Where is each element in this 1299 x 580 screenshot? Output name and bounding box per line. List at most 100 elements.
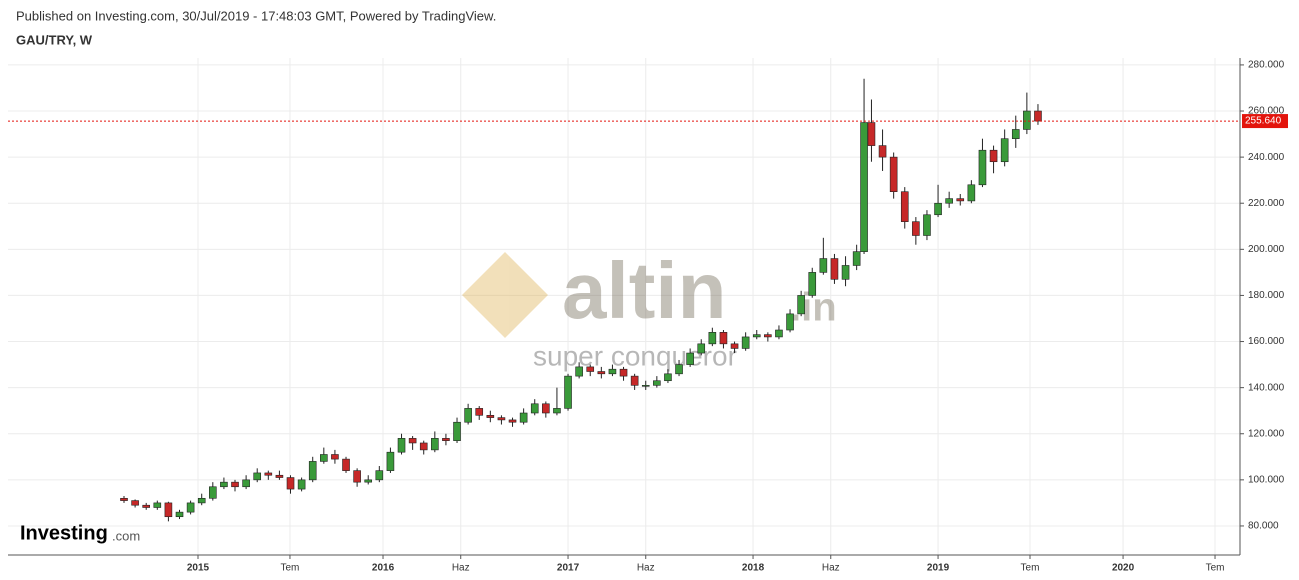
candle-body [1023,110,1031,130]
candle-body [675,364,683,375]
candle-body [342,458,350,471]
candle-body [320,454,328,462]
candle-body [708,332,717,345]
candle-body [131,500,139,506]
candle-body [231,481,239,488]
candle-body [786,313,794,331]
candle-body [164,502,173,518]
candle-body [878,145,887,158]
candle-body [575,366,583,377]
candle-body [220,481,228,488]
candle-body [486,415,495,418]
candle-body [860,122,868,252]
candle-body [497,417,506,421]
watermark-icon [462,252,548,338]
candle-body [1011,129,1020,139]
x-tick-label: 2017 [557,563,580,574]
candle-body [752,334,761,338]
y-tick-label: 120.000 [1248,428,1285,439]
x-tick-label: Tem [281,563,300,574]
candle-body [989,149,998,163]
investing-logo-suffix: .com [112,528,140,543]
candle-body [808,272,817,296]
candle-body [852,251,861,266]
published-line: Published on Investing.com, 30/Jul/2019 … [16,8,496,23]
candle-body [564,375,572,409]
candle-body [956,198,965,202]
x-tick-label: 2016 [372,563,395,574]
candle-body [197,497,206,504]
candle-body [923,214,931,236]
candle-body [464,408,472,423]
candle-body [275,474,284,478]
candle-body [153,502,162,508]
candle-body [819,258,828,273]
y-tick-label: 100.000 [1248,474,1285,485]
candle-body [797,295,805,315]
candle-body [900,191,909,222]
y-tick-label: 280.000 [1248,60,1285,71]
candle-body [442,438,450,441]
candle-body [542,403,550,414]
candle-body [375,470,384,481]
candle-body [120,497,128,501]
candle-body [775,329,783,338]
y-tick-label: 240.000 [1248,152,1285,163]
candle-body [1034,110,1042,122]
candle-body [553,408,561,414]
candle-body [308,461,317,481]
candle-body [264,472,273,476]
y-tick-label: 200.000 [1248,244,1285,255]
candle-body [353,470,361,483]
candle-body [209,486,217,499]
candle-body [297,479,306,490]
candle-body [967,184,976,202]
watermark-brand: altin [562,246,726,335]
x-tick-label: Haz [822,563,840,574]
x-tick-label: 2019 [927,563,950,574]
candle-body [841,265,850,280]
last-price-box [1242,114,1288,129]
candle-body [286,477,295,490]
candle-body [719,332,728,345]
candle-body [431,438,439,451]
candle-body [397,438,406,453]
candle-body [586,366,595,372]
symbol: GAU/TRY, W [16,32,93,47]
candle-body [697,343,706,354]
y-tick-label: 80.000 [1248,521,1279,532]
candle-body [641,385,650,387]
candle-body [945,198,953,204]
candle-body [630,375,639,386]
x-tick-label: Tem [1021,563,1040,574]
x-tick-label: 2020 [1112,563,1135,574]
candle-body [408,438,417,444]
y-tick-label: 260.000 [1248,106,1285,117]
candle-body [741,336,750,349]
candle-body [519,412,528,423]
candle-body [730,343,739,349]
watermark-tagline: super conqueror [533,340,737,371]
candle-body [830,258,839,280]
candle-body [253,472,262,481]
candle-body [619,368,628,377]
candle-body [186,502,195,513]
y-tick-label: 140.000 [1248,382,1285,393]
y-tick-label: 160.000 [1248,336,1285,347]
candle-body [1000,138,1009,163]
candle-body [142,504,151,508]
candle-body [453,421,461,441]
candle-body [386,451,395,471]
candle-body [686,352,694,365]
candle-body [419,442,428,451]
candle-body [242,479,250,488]
candle-body [364,479,373,483]
x-tick-label: 2018 [742,563,765,574]
y-tick-label: 180.000 [1248,290,1285,301]
candle-body [764,334,772,338]
candle-body [608,368,617,375]
candle-body [508,419,517,423]
investing-logo: Investing [20,522,108,544]
